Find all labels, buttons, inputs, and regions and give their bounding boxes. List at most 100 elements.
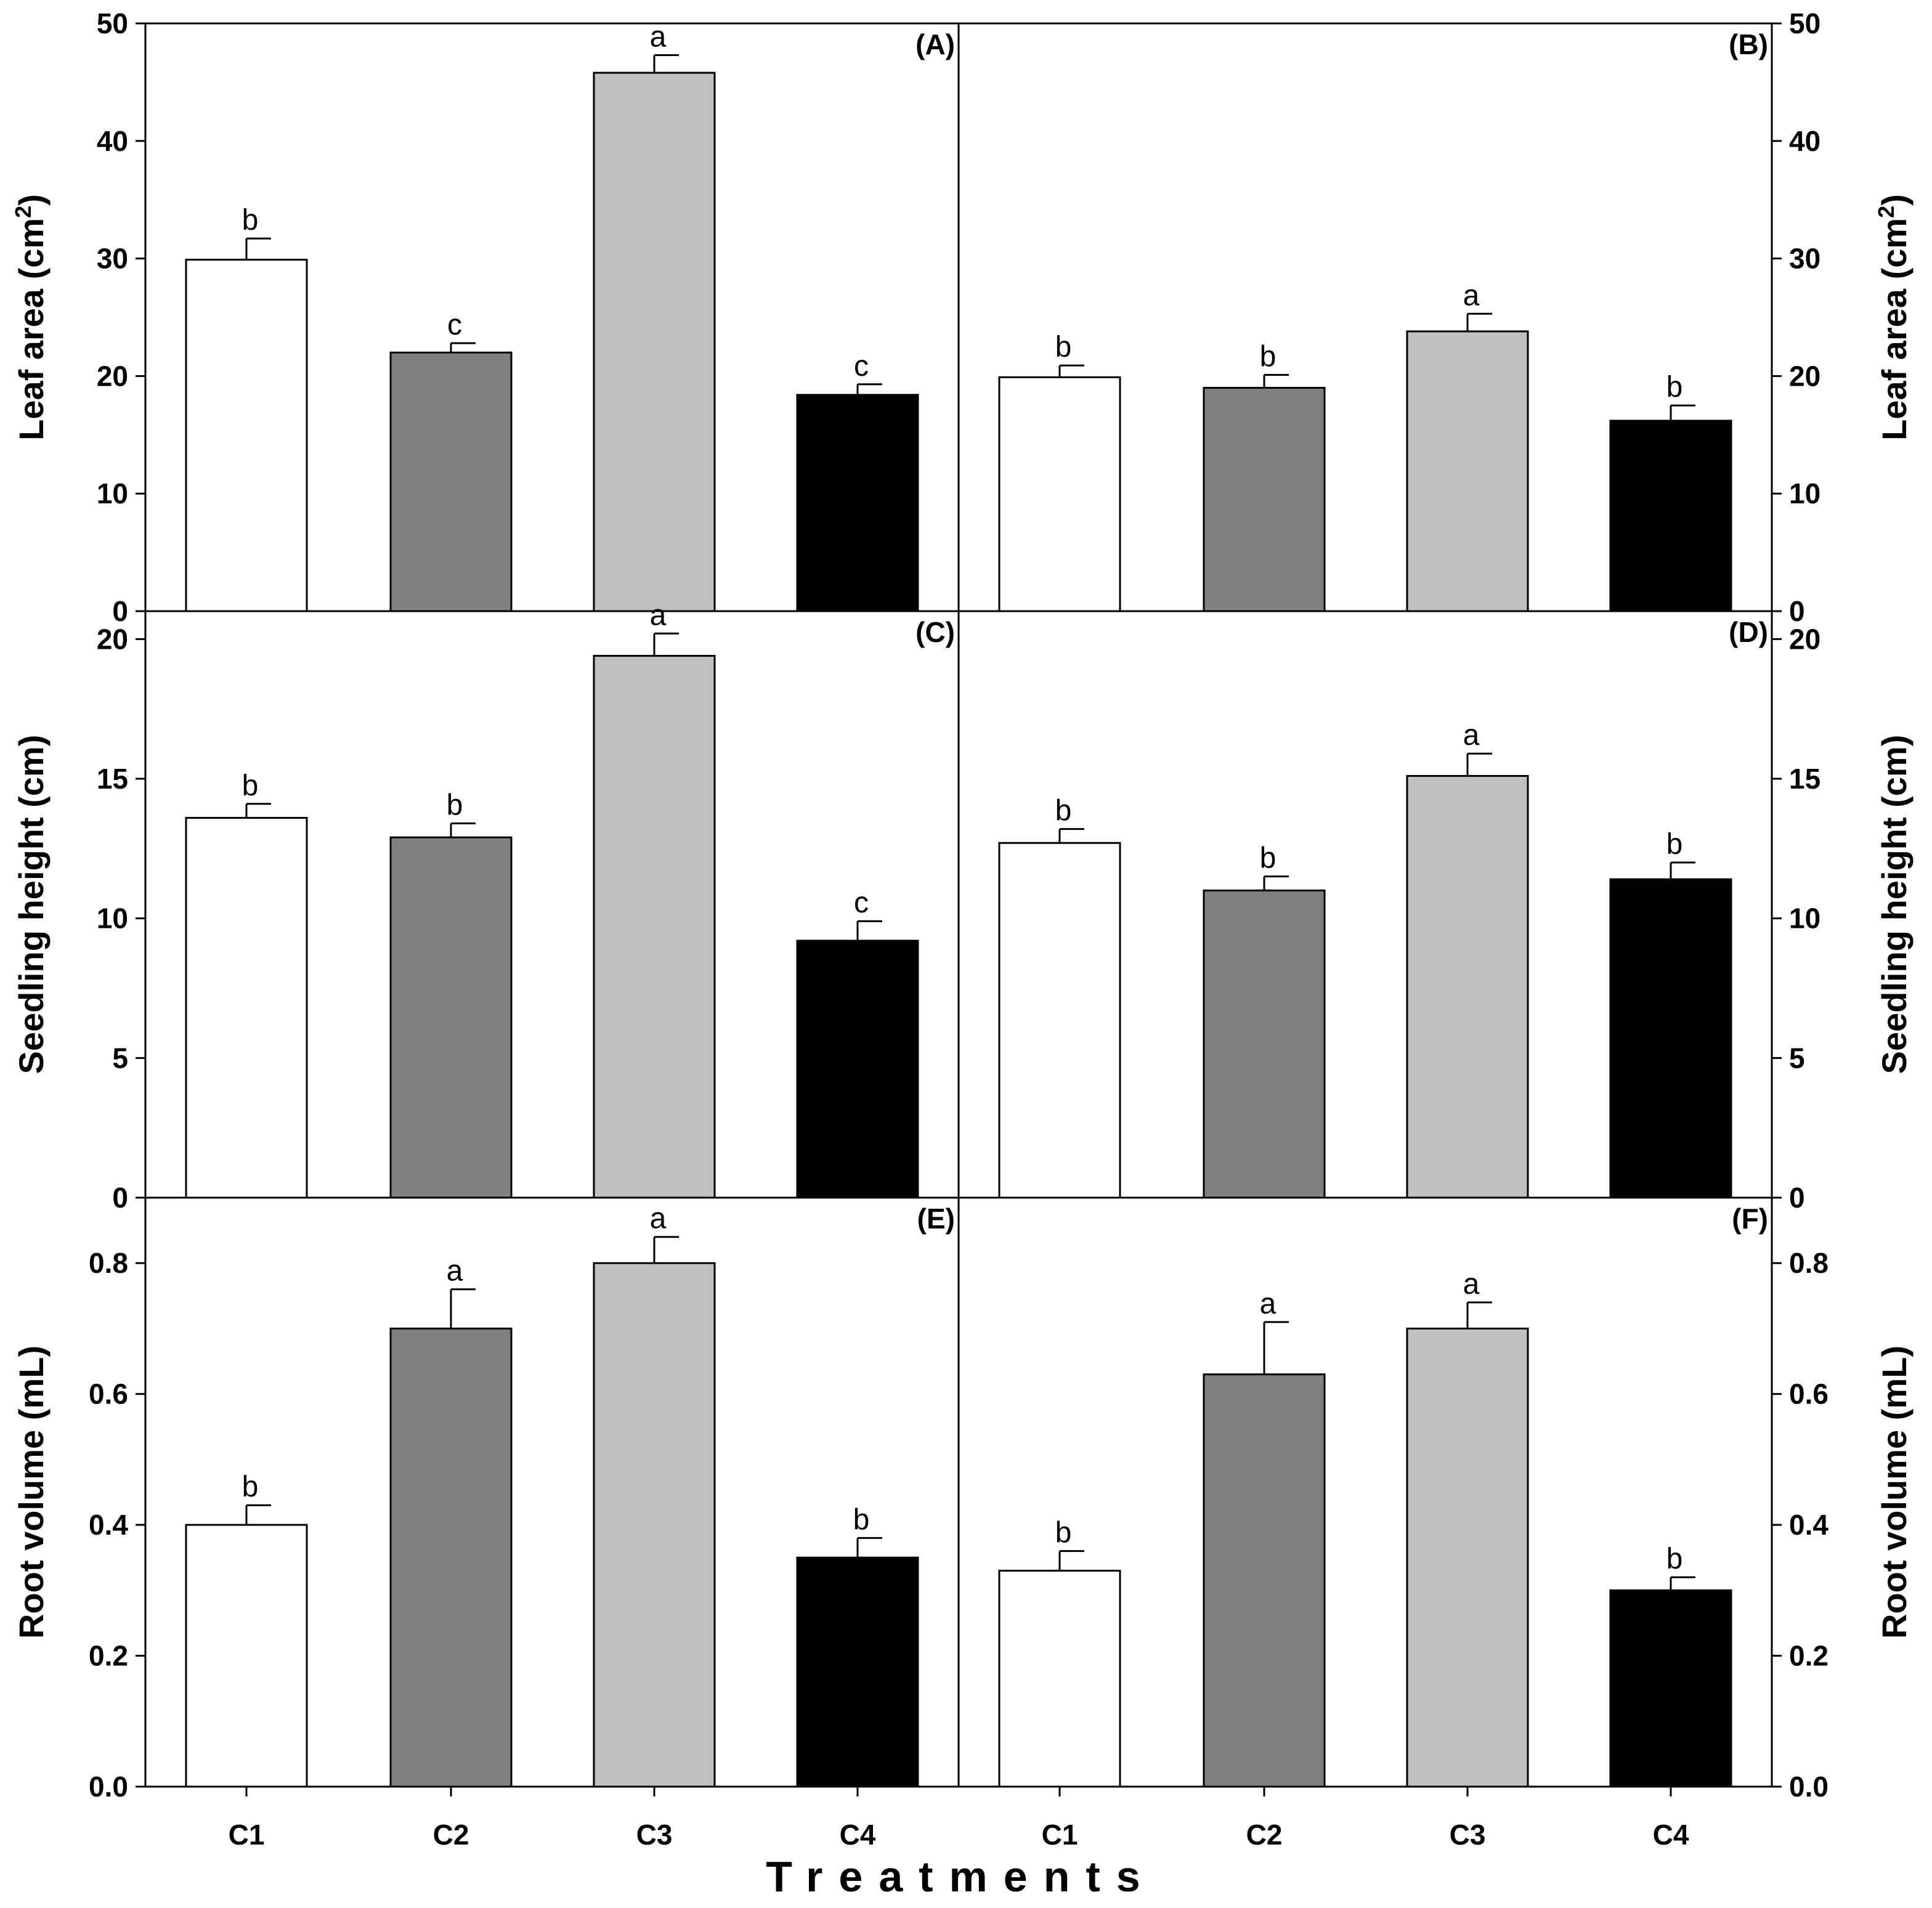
panel-e-bar-c2 <box>389 1327 513 1788</box>
x-axis-title: Treatments <box>766 1853 1156 1901</box>
panel-d-bar-c4 <box>1609 878 1732 1199</box>
panel-e-letter-c2: a <box>447 1255 463 1288</box>
panel-d-bar-c1 <box>998 842 1121 1199</box>
panel-d-ytick-label: 10 <box>1789 903 1820 935</box>
panel-e-bar-c3 <box>593 1262 716 1788</box>
panel-b-letter-c3: a <box>1463 279 1480 312</box>
panel-e-ytick-label: 0.6 <box>89 1378 128 1410</box>
panel-b: 0 10 20 30 40 50 Leaf area (cm2) (B) b b a b <box>957 7 1914 627</box>
panel-c-ytick-label: 15 <box>97 763 128 795</box>
panel-f-ylabel: Root volume (mL) <box>1875 1346 1914 1639</box>
panel-e-bar-c1 <box>185 1524 308 1788</box>
xtick-label-c3: C3 <box>636 1819 673 1851</box>
panel-c-bar-c3 <box>593 655 716 1199</box>
panel-d-ytick-label: 0 <box>1789 1182 1805 1214</box>
panel-a-letter-c3: a <box>650 21 667 54</box>
panel-c-letter-c3: a <box>650 599 667 631</box>
panel-d-bar-c3 <box>1406 774 1529 1199</box>
panel-e-letter-c3: a <box>650 1203 667 1235</box>
panel-e-ytick-label: 0.2 <box>89 1640 128 1672</box>
panel-f-ytick-label: 0.6 <box>1789 1378 1828 1410</box>
panel-d-letter-c4: b <box>1666 828 1683 861</box>
panel-e-tag: (E) <box>917 1203 955 1235</box>
panel-e-ytick-label: 0.0 <box>89 1771 128 1803</box>
x-axis-layer: C1 C2 C3 C4 C1 C2 C3 C4 <box>229 1787 1689 1851</box>
panel-e-bar-c4 <box>796 1556 919 1788</box>
panel-f-frame <box>957 1196 1773 1788</box>
panel-e-letter-c1: b <box>242 1471 259 1503</box>
panel-b-ytick-label: 30 <box>1789 243 1820 275</box>
panel-f-letter-c3: a <box>1463 1268 1480 1301</box>
panel-b-ytick-label: 10 <box>1789 477 1820 509</box>
panel-d-ylabel: Seedling height (cm) <box>1875 735 1914 1074</box>
panel-a-ytick-label: 0 <box>112 595 128 627</box>
panel-a-letter-c4: c <box>854 350 869 383</box>
panel-b-ytick-label: 0 <box>1789 595 1805 627</box>
panel-c-letter-c4: c <box>854 887 869 919</box>
panel-c-ytick-label: 0 <box>112 1182 128 1214</box>
panel-a-ytick-label: 10 <box>97 477 128 509</box>
panel-b-tag: (B) <box>1729 28 1768 60</box>
xtick-label-c4: C4 <box>1653 1819 1689 1851</box>
panel-d-ytick-label: 15 <box>1789 763 1820 795</box>
panel-b-bar-c4 <box>1609 420 1732 612</box>
panel-d-letter-c2: b <box>1260 842 1276 875</box>
panel-c-ytick-label: 20 <box>97 623 128 655</box>
panel-b-ytick-label: 40 <box>1789 125 1820 157</box>
xtick-label-c2: C2 <box>433 1819 469 1851</box>
panel-c-ytick-label: 5 <box>112 1042 128 1074</box>
xtick-label-c1: C1 <box>1042 1819 1078 1851</box>
panel-f: 0.0 0.2 0.4 0.6 0.8 Root volume (mL) (F) b a a b <box>957 1196 1914 1803</box>
panel-b-ylabel: Leaf area (cm2) <box>1873 194 1914 440</box>
panel-b-letter-c4: b <box>1666 371 1683 404</box>
panel-c-bar-c2 <box>389 836 513 1199</box>
panel-b-ytick-label: 50 <box>1789 7 1820 39</box>
panel-e-ytick-label: 0.4 <box>89 1509 128 1541</box>
panel-e-ylabel: Root volume (mL) <box>12 1346 51 1639</box>
panel-a-letter-c1: b <box>242 204 259 237</box>
xtick-label-c4: C4 <box>840 1819 876 1851</box>
xtick-label-c1: C1 <box>229 1819 265 1851</box>
panel-c-letter-c1: b <box>242 769 259 802</box>
panel-a-letter-c2: c <box>447 309 462 341</box>
panel-c-tag: (C) <box>915 616 955 648</box>
panel-f-tag: (F) <box>1732 1203 1768 1235</box>
panel-e-ytick-label: 0.8 <box>89 1247 128 1279</box>
panel-d-letter-c3: a <box>1463 719 1480 752</box>
panel-a-bar-c4 <box>796 394 919 612</box>
panel-a: 0 10 20 30 40 50 Leaf area (cm2) (A) b c a c <box>10 7 960 627</box>
panel-f-ytick-label: 0.0 <box>1789 1771 1828 1803</box>
panel-b-letter-c2: b <box>1260 340 1276 373</box>
panel-f-bar-c1 <box>998 1569 1121 1788</box>
panel-b-bar-c3 <box>1406 330 1529 612</box>
panel-b-ytick-label: 20 <box>1789 360 1820 392</box>
panel-c-bar-c1 <box>185 816 308 1199</box>
xtick-label-c3: C3 <box>1450 1819 1486 1851</box>
panel-c-ytick-label: 10 <box>97 903 128 935</box>
panel-a-bar-c3 <box>593 71 716 612</box>
panel-a-bar-c2 <box>389 351 513 612</box>
panel-c-ylabel: Seedling height (cm) <box>12 735 51 1074</box>
panel-f-ytick-label: 0.4 <box>1789 1509 1828 1541</box>
panel-b-letter-c1: b <box>1055 331 1072 363</box>
panel-a-ylabel: Leaf area (cm2) <box>10 194 51 440</box>
panel-a-ytick-label: 30 <box>97 243 128 275</box>
panel-f-letter-c4: b <box>1666 1543 1683 1575</box>
panel-f-bar-c2 <box>1203 1373 1326 1788</box>
panel-f-bar-c4 <box>1609 1589 1732 1788</box>
panel-d-tag: (D) <box>1729 616 1768 648</box>
panel-f-letter-c2: a <box>1260 1288 1276 1320</box>
panel-b-bar-c2 <box>1203 386 1326 612</box>
panel-a-tag: (A) <box>915 28 955 60</box>
panel-d-letter-c1: b <box>1055 795 1072 827</box>
panel-c: 0 5 10 15 20 Seedling height (cm) (C) b b a c <box>12 599 960 1214</box>
panel-f-letter-c1: b <box>1055 1517 1072 1549</box>
panel-d-ytick-label: 5 <box>1789 1042 1805 1074</box>
panel-e: 0.0 0.2 0.4 0.6 0.8 Root volume (mL) (E) b a a b <box>12 1196 960 1803</box>
panel-a-bar-c1 <box>185 259 308 612</box>
panel-d: 0 5 10 15 20 Seedling height (cm) (D) b b a b <box>957 610 1914 1214</box>
panel-a-ytick-label: 40 <box>97 125 128 157</box>
panel-f-ytick-label: 0.8 <box>1789 1247 1828 1279</box>
